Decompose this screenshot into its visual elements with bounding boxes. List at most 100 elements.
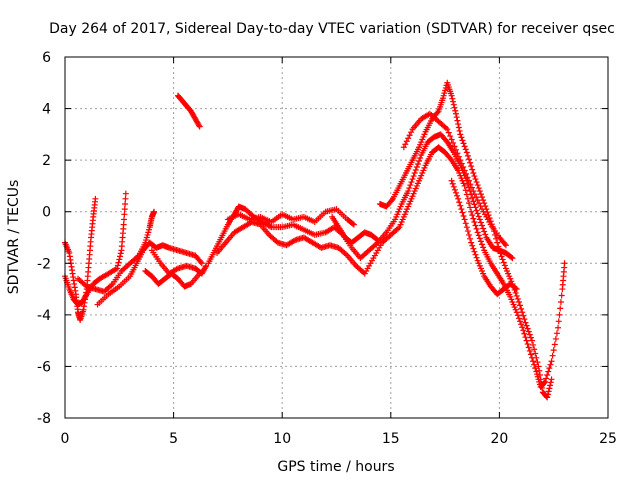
data-point	[545, 388, 552, 395]
data-point	[515, 298, 522, 305]
y-tick-label: -6	[37, 359, 51, 375]
data-point	[465, 231, 472, 238]
data-point	[547, 382, 554, 389]
data-point	[463, 191, 470, 198]
data-point	[121, 206, 128, 213]
data-point	[477, 203, 484, 210]
data-point	[451, 143, 458, 150]
data-point	[546, 365, 553, 372]
data-point	[521, 316, 528, 323]
data-point	[551, 341, 558, 348]
data-point	[450, 183, 457, 190]
data-point	[122, 190, 129, 197]
data-series	[62, 195, 99, 324]
data-point	[461, 167, 468, 174]
data-point	[449, 95, 456, 102]
data-point	[114, 262, 121, 269]
data-point	[475, 232, 482, 239]
data-point	[534, 359, 541, 366]
data-point	[82, 292, 89, 299]
data-point	[473, 207, 480, 214]
data-point	[544, 394, 551, 401]
data-point	[122, 195, 129, 202]
data-point	[512, 285, 519, 292]
data-point	[542, 378, 549, 385]
data-series	[94, 239, 205, 308]
data-point	[558, 292, 565, 299]
data-point	[468, 239, 475, 246]
data-point	[527, 334, 534, 341]
data-point	[531, 361, 538, 368]
data-point	[472, 222, 479, 229]
data-point	[522, 319, 529, 326]
data-point	[471, 173, 478, 180]
data-point	[549, 352, 556, 359]
data-point	[447, 133, 454, 140]
data-point	[481, 200, 488, 207]
data-point	[403, 138, 410, 145]
data-point	[460, 213, 467, 220]
data-point	[473, 194, 480, 201]
x-tick-label: 15	[382, 431, 400, 447]
data-point	[468, 163, 475, 170]
data-point	[530, 341, 537, 348]
data-point	[350, 221, 357, 228]
data-point	[416, 158, 423, 165]
data-point	[463, 170, 470, 177]
data-point	[547, 361, 554, 368]
data-series	[329, 213, 381, 246]
data-point	[434, 109, 441, 116]
data-point	[388, 197, 395, 204]
data-point	[457, 202, 464, 209]
data-series	[62, 190, 129, 308]
data-point	[195, 122, 202, 129]
data-point	[521, 330, 528, 337]
data-point	[452, 107, 459, 114]
data-series	[174, 92, 203, 130]
data-points	[62, 79, 568, 401]
data-point	[458, 160, 465, 167]
data-point	[539, 384, 546, 391]
data-point	[151, 208, 158, 215]
data-point	[479, 222, 486, 229]
data-point	[464, 152, 471, 159]
data-point	[476, 188, 483, 195]
data-point	[454, 192, 461, 199]
y-tick-label: 2	[42, 153, 51, 169]
data-point	[532, 365, 539, 372]
data-point	[480, 225, 487, 232]
data-point	[412, 167, 419, 174]
data-point	[501, 262, 508, 269]
data-point	[450, 101, 457, 108]
data-point	[464, 195, 471, 202]
x-tick-label: 20	[490, 431, 508, 447]
data-point	[477, 219, 484, 226]
data-point	[517, 302, 524, 309]
y-tick-label: 6	[42, 50, 51, 66]
data-point	[519, 309, 526, 316]
data-point	[406, 132, 413, 139]
data-point	[121, 216, 128, 223]
data-point	[553, 330, 560, 337]
data-point	[557, 305, 564, 312]
data-point	[479, 241, 486, 248]
data-point	[467, 204, 474, 211]
data-point	[476, 216, 483, 223]
data-point	[556, 311, 563, 318]
data-point	[202, 264, 209, 271]
data-point	[519, 324, 526, 331]
data-point	[475, 213, 482, 220]
data-point	[495, 243, 502, 250]
data-point	[471, 191, 478, 198]
y-tick-label: 0	[42, 205, 51, 221]
data-point	[450, 139, 457, 146]
data-point	[522, 334, 529, 341]
data-point	[467, 181, 474, 188]
data-point	[544, 391, 551, 398]
data-point	[475, 185, 482, 192]
data-point	[465, 156, 472, 163]
data-point	[523, 337, 530, 344]
data-point	[541, 379, 548, 386]
data-point	[452, 146, 459, 153]
data-point	[455, 153, 462, 160]
